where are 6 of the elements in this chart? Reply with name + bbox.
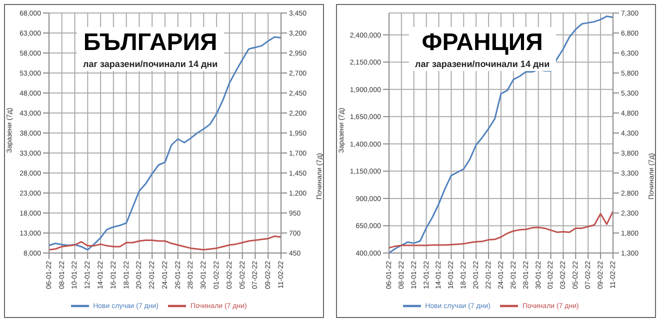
text: БЪЛГАРИЯ xyxy=(83,29,218,57)
text: лаг заразени/починали 14 дни xyxy=(83,59,218,69)
text: ФРАНЦИЯ xyxy=(420,29,544,57)
line-series xyxy=(48,235,282,251)
text: лаг заразени/починали 14 дни xyxy=(415,59,550,69)
line-series xyxy=(388,210,614,249)
